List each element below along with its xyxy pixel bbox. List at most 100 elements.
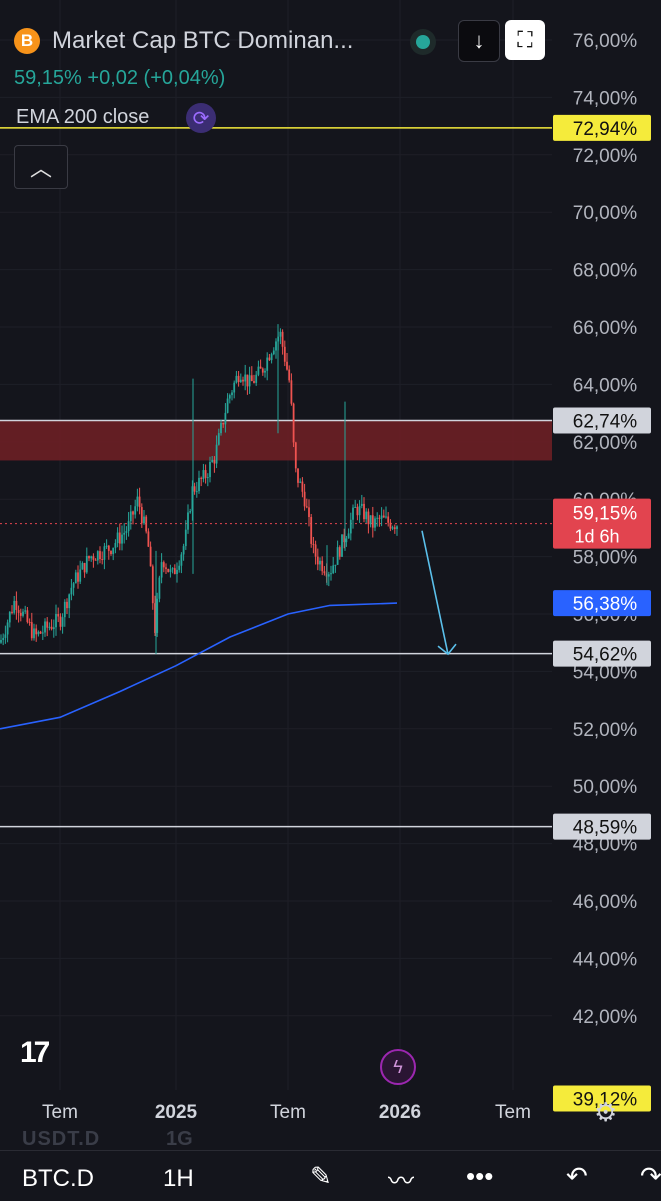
candle-body — [171, 568, 174, 570]
candle-body — [85, 556, 88, 573]
x-tick-label: Tem — [42, 1102, 78, 1123]
candle-body — [200, 477, 203, 479]
more-icon[interactable]: ••• — [466, 1161, 494, 1191]
y-tick-label: 74,00% — [573, 88, 638, 109]
symbol-selector[interactable]: BTC.D — [22, 1165, 94, 1192]
redo-icon[interactable]: ↷ — [640, 1161, 661, 1191]
candle-body — [145, 516, 148, 532]
download-button[interactable]: ↓ — [458, 20, 500, 62]
current-price-badge: 59,15% — [573, 504, 638, 525]
candle-body — [103, 546, 106, 560]
candle-body — [237, 375, 240, 383]
candle-body — [165, 567, 167, 569]
candle-body — [235, 375, 238, 383]
candle-body — [50, 626, 53, 630]
candle-body — [382, 515, 385, 518]
candle-body — [19, 612, 22, 616]
candle-body — [13, 600, 16, 613]
y-tick-label: 42,00% — [573, 1007, 638, 1028]
symbol-title[interactable]: Market Cap BTC Dominan... — [52, 27, 354, 54]
candle-body — [193, 486, 196, 492]
level-price-badge: 54,62% — [573, 645, 638, 666]
candle-body — [321, 560, 324, 572]
fullscreen-button[interactable]: ⛶ — [505, 20, 545, 60]
y-tick-label: 54,00% — [573, 662, 638, 683]
candle-body — [88, 556, 90, 559]
candle-body — [206, 477, 209, 479]
candle-body — [55, 613, 57, 628]
ema-line — [0, 602, 398, 730]
candle-body — [261, 368, 264, 373]
candle-body — [349, 519, 352, 534]
candle-body — [121, 534, 123, 544]
candle-body — [140, 507, 143, 524]
undo-icon[interactable]: ↶ — [566, 1161, 588, 1191]
price-change: 59,15% +0,02 (+0,04%) — [14, 67, 226, 89]
candle-body — [272, 350, 275, 355]
candle-body — [380, 515, 383, 519]
flash-icon[interactable]: ϟ — [380, 1049, 416, 1085]
ema-indicator-label[interactable]: EMA 200 close — [16, 106, 150, 128]
candle-body — [156, 598, 159, 633]
candle-body — [178, 565, 181, 570]
candle-body — [393, 527, 396, 529]
candle-body — [211, 459, 214, 463]
candle-body — [301, 481, 304, 492]
candle-body — [30, 622, 33, 639]
candle-body — [316, 556, 319, 565]
candle-body — [74, 572, 77, 584]
ema-price-badge: 56,38% — [573, 594, 638, 615]
bitcoin-icon: B — [14, 28, 40, 54]
y-tick-label: 64,00% — [573, 375, 638, 396]
candle-body — [8, 611, 11, 623]
y-tick-label: 68,00% — [573, 261, 638, 282]
candle-body — [367, 511, 370, 525]
indicators-icon[interactable]: 〰 — [388, 1166, 415, 1196]
market-status-icon[interactable] — [410, 29, 436, 55]
y-tick-label: 58,00% — [573, 548, 638, 569]
price-chart[interactable]: 76,00% 74,00% 72,00% 70,00% 68,00% 66,00% 64,0… — [0, 0, 661, 1150]
candle-body — [319, 560, 321, 565]
timeframe-selector[interactable]: 1H — [163, 1165, 194, 1192]
candle-body — [345, 538, 348, 543]
y-tick-label: 76,00% — [573, 31, 638, 52]
candle-body — [233, 382, 236, 393]
level-price-badge: 62,74% — [573, 412, 638, 433]
x-tick-label: 2025 — [155, 1102, 198, 1123]
candle-body — [387, 516, 390, 523]
candle-body — [33, 628, 35, 639]
collapse-button[interactable]: ︿ — [14, 145, 68, 189]
gear-icon[interactable]: ⚙ — [594, 1097, 618, 1127]
candle-body — [107, 545, 110, 551]
candle-body — [246, 374, 249, 387]
candle-body — [83, 563, 86, 573]
pen-icon[interactable]: ✎ — [310, 1161, 332, 1191]
candle-body — [323, 571, 326, 574]
candle-body — [24, 610, 27, 612]
secondary-timeframe[interactable]: 1G — [166, 1128, 193, 1150]
candle-body — [244, 374, 247, 382]
candle-body — [57, 613, 60, 617]
candle-body — [26, 610, 29, 622]
y-tick-label: 62,00% — [573, 433, 638, 454]
y-tick-label: 46,00% — [573, 892, 638, 913]
sync-icon[interactable]: ⟳ — [186, 103, 216, 133]
candle-body — [343, 534, 346, 543]
candle-body — [220, 422, 222, 434]
ema-price-badge-bg — [553, 590, 651, 617]
current-price-badge-countdown: 1d 6h — [574, 527, 619, 547]
candle-body — [341, 534, 343, 557]
candle-body — [356, 506, 359, 516]
candle-body — [169, 569, 172, 572]
candle-body — [6, 622, 9, 635]
candle-body — [242, 379, 244, 382]
candle-body — [352, 507, 354, 520]
secondary-symbol[interactable]: USDT.D — [22, 1128, 101, 1150]
candle-body — [173, 568, 176, 575]
candle-body — [72, 583, 75, 588]
candle-body — [0, 639, 2, 643]
candle-body — [59, 616, 62, 627]
candle-body — [275, 341, 277, 351]
candle-body — [77, 572, 79, 582]
candle-body — [308, 507, 310, 518]
